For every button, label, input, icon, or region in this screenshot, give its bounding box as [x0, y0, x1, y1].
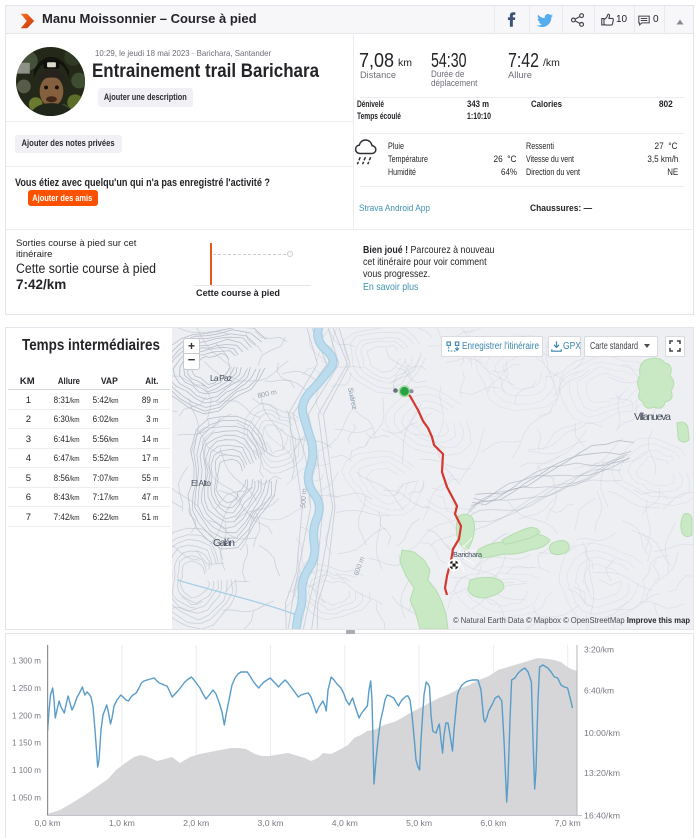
svg-text:1 300 m: 1 300 m — [12, 656, 41, 666]
svg-text:800 m: 800 m — [257, 389, 278, 400]
svg-text:13:20/km: 13:20/km — [584, 768, 620, 778]
svg-text:Suárez: Suárez — [346, 387, 358, 411]
svg-text:1 250 m: 1 250 m — [12, 683, 41, 693]
svg-text:3:20/km: 3:20/km — [584, 645, 614, 655]
svg-text:2,0 km: 2,0 km — [183, 818, 209, 828]
svg-text:6:40/km: 6:40/km — [584, 685, 614, 695]
svg-text:3,0 km: 3,0 km — [258, 818, 284, 828]
svg-text:1 150 m: 1 150 m — [12, 738, 41, 748]
svg-text:5,0 km: 5,0 km — [406, 818, 432, 828]
svg-text:Galán: Galán — [213, 537, 235, 549]
svg-text:16:40/km: 16:40/km — [584, 811, 620, 821]
svg-text:1 100 m: 1 100 m — [12, 765, 41, 775]
svg-text:4,0 km: 4,0 km — [332, 818, 358, 828]
svg-text:1 200 m: 1 200 m — [12, 710, 41, 720]
svg-text:1,0 km: 1,0 km — [109, 818, 135, 828]
svg-text:7,0 km: 7,0 km — [555, 818, 581, 828]
svg-text:© Natural Earth Data © Mapbox: © Natural Earth Data © Mapbox © OpenStre… — [453, 615, 690, 625]
svg-text:La Paz: La Paz — [210, 373, 232, 383]
svg-text:El Alto: El Alto — [191, 478, 211, 488]
svg-text:Barichara: Barichara — [453, 550, 483, 559]
svg-text:500 m: 500 m — [300, 488, 309, 508]
svg-text:0,0 km: 0,0 km — [35, 818, 61, 828]
svg-text:6,0 km: 6,0 km — [480, 818, 506, 828]
svg-text:1 050 m: 1 050 m — [12, 793, 41, 803]
svg-text:Villanueva: Villanueva — [634, 411, 671, 423]
svg-text:10:00/km: 10:00/km — [584, 728, 620, 738]
